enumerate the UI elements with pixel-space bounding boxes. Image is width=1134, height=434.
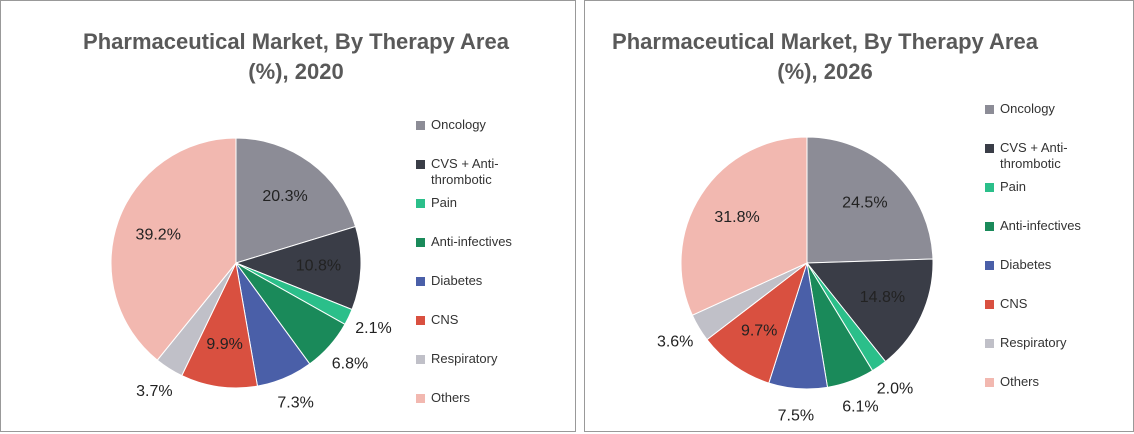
legend-label: Pain [1000, 179, 1027, 194]
legend-swatch [985, 183, 994, 192]
legend-label: Diabetes [1000, 257, 1052, 272]
legend-label: Diabetes [431, 273, 483, 288]
legend-swatch [985, 339, 994, 348]
legend-swatch [985, 105, 994, 114]
legend-label: Respiratory [1000, 335, 1067, 350]
data-label: 3.7% [136, 383, 172, 400]
legend-label: Anti-infectives [1000, 218, 1081, 233]
legend-swatch [416, 394, 425, 403]
data-label: 31.8% [714, 209, 759, 226]
legend-item: Pain [416, 195, 536, 211]
chart-title: Pharmaceutical Market, By Therapy Area (… [83, 29, 509, 84]
data-label: 2.0% [877, 380, 913, 397]
pie: 24.5% 14.8% 2.0%6.1% 7.5% 9.7% 3.6% 31.8% [657, 136, 934, 425]
data-label: 3.6% [657, 333, 693, 350]
data-label: 7.3% [277, 395, 313, 412]
pie-slice [235, 137, 357, 264]
data-label: 7.5% [778, 408, 814, 425]
pie-slice [706, 261, 808, 384]
legend-swatch [985, 378, 994, 387]
data-label: 2.1% [355, 320, 391, 337]
legend-item: Oncology [416, 117, 536, 133]
legend-label: CVS + Anti-thrombotic [1000, 140, 1068, 171]
chart-title: Pharmaceutical Market, By Therapy Area (… [612, 29, 1038, 84]
legend-label: Others [431, 390, 471, 405]
legend-item: Others [985, 374, 1105, 390]
pie-slice [110, 137, 237, 361]
legend-item: Anti-infectives [985, 218, 1105, 234]
legend-label: Respiratory [431, 351, 498, 366]
legend-label: CNS [1000, 296, 1028, 311]
data-label: 20.3% [262, 188, 307, 205]
pie-slice [234, 225, 362, 311]
chart-panel: Pharmaceutical Market, By Therapy Area (… [0, 0, 576, 432]
data-label: 14.8% [860, 289, 905, 306]
legend-item: Pain [985, 179, 1105, 195]
legend-label: Anti-infectives [431, 234, 512, 249]
legend-swatch [985, 300, 994, 309]
legend-label: Others [1000, 374, 1040, 389]
legend-swatch [985, 144, 994, 153]
legend-swatch [416, 121, 425, 130]
data-label: 10.8% [296, 258, 341, 275]
legend-swatch [416, 277, 425, 286]
data-label: 24.5% [842, 194, 887, 211]
legend-swatch [416, 199, 425, 208]
legend-swatch [416, 316, 425, 325]
data-label: 39.2% [136, 227, 181, 244]
legend-item: Respiratory [985, 335, 1105, 351]
legend-item: Respiratory [416, 351, 536, 367]
legend-label: CVS + Anti-thrombotic [431, 156, 499, 187]
data-label: 6.1% [842, 398, 878, 415]
legend-label: Oncology [431, 117, 486, 132]
data-label: 6.8% [332, 356, 368, 373]
legend-label: Pain [431, 195, 458, 210]
pie-slice [680, 136, 808, 316]
pie: 20.3% 10.8% 2.1% 6.8% 7.3% 9.9% 3.7% 39.2% [110, 137, 392, 412]
data-label: 9.9% [206, 336, 242, 353]
legend-label: CNS [431, 312, 459, 327]
legend-item: Diabetes [985, 257, 1105, 273]
legend-swatch [985, 222, 994, 231]
legend-label: Oncology [1000, 101, 1055, 116]
legend-item: Others [416, 390, 536, 406]
chart-panel: Pharmaceutical Market, By Therapy Area (… [584, 0, 1134, 432]
legend-item: CVS + Anti-thrombotic [985, 140, 1105, 172]
pie-slice [181, 261, 259, 389]
legend-item: Diabetes [416, 273, 536, 289]
legend-swatch [416, 160, 425, 169]
pie-slice [806, 136, 934, 264]
data-label: 9.7% [741, 322, 777, 339]
legend-item: Oncology [985, 101, 1105, 117]
legend-item: CNS [416, 312, 536, 328]
legend-swatch [985, 261, 994, 270]
legend-swatch [416, 238, 425, 247]
legend-swatch [416, 355, 425, 364]
legend-item: CVS + Anti-thrombotic [416, 156, 536, 188]
legend-item: Anti-infectives [416, 234, 536, 250]
pie-slice [805, 258, 934, 363]
legend-item: CNS [985, 296, 1105, 312]
